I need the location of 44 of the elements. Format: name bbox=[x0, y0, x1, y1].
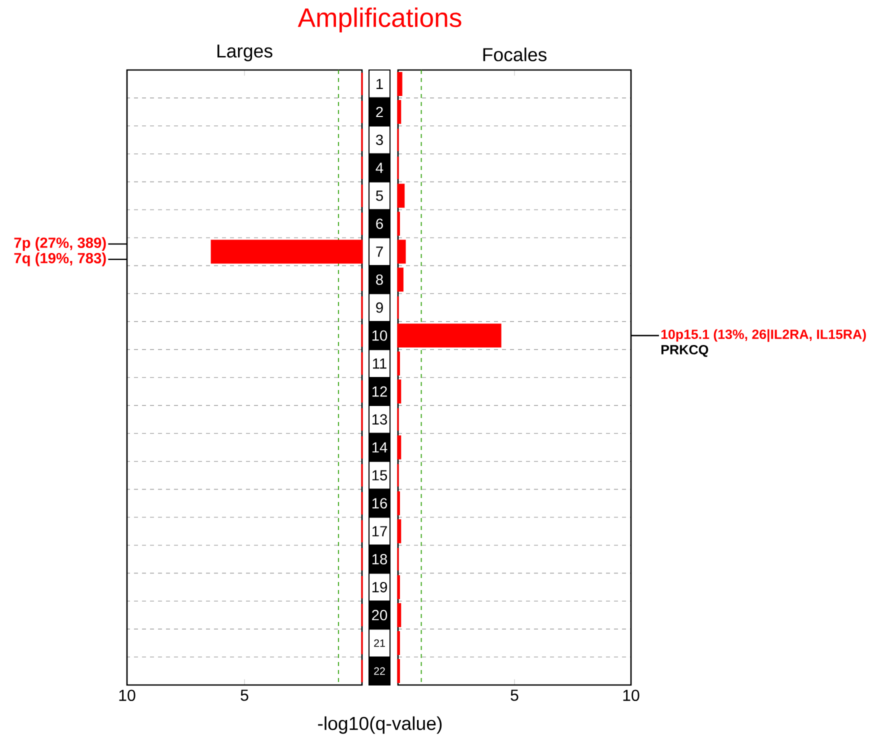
text: PRKCQ bbox=[661, 344, 708, 357]
text: 7p (27%, 389) bbox=[14, 237, 106, 251]
y-tick-label: 8 bbox=[376, 274, 383, 285]
y-tick-label: 14 bbox=[372, 442, 388, 452]
bar bbox=[397, 603, 402, 628]
y-tick-label: 6 bbox=[376, 218, 383, 229]
bar bbox=[397, 519, 402, 544]
bar bbox=[397, 324, 502, 348]
y-tick-label: 22 bbox=[374, 667, 385, 675]
y-tick-label: 4 bbox=[376, 162, 384, 173]
bar bbox=[397, 72, 402, 96]
y-tick-label: 16 bbox=[372, 498, 388, 508]
text: 10p15.1 (13%, 26|IL2RA, IL15RA) bbox=[661, 329, 866, 342]
y-tick-label: 21 bbox=[374, 639, 385, 647]
y-tick-label: 2 bbox=[376, 106, 383, 118]
x-tick-label: 5 bbox=[510, 690, 518, 701]
chart-title: Focales bbox=[483, 48, 546, 62]
chart-title: Amplifications bbox=[298, 8, 462, 32]
y-tick-label: 17 bbox=[372, 526, 387, 536]
x-tick-label: 5 bbox=[240, 690, 248, 701]
x-tick-label: 10 bbox=[119, 690, 136, 702]
bar bbox=[397, 268, 404, 292]
x-tick-label: 10 bbox=[623, 690, 640, 702]
bar bbox=[397, 240, 406, 264]
y-tick-label: 13 bbox=[372, 414, 388, 425]
y-tick-label: 15 bbox=[372, 470, 388, 480]
y-tick-label: 19 bbox=[372, 582, 387, 592]
y-tick-label: 20 bbox=[372, 610, 388, 620]
y-tick-label: 5 bbox=[376, 190, 383, 201]
text: 7q (19%, 783) bbox=[14, 252, 106, 266]
y-tick-label: 9 bbox=[376, 302, 383, 313]
y-tick-label: 7 bbox=[376, 246, 383, 257]
bar bbox=[397, 379, 402, 404]
y-tick-label: 1 bbox=[376, 78, 383, 90]
x-axis-title: -log10(q-value) bbox=[318, 716, 442, 734]
y-tick-label: 12 bbox=[372, 386, 387, 397]
bar bbox=[397, 184, 405, 208]
y-tick-label: 11 bbox=[373, 358, 386, 369]
bar bbox=[397, 435, 402, 460]
y-tick-label: 3 bbox=[376, 134, 383, 146]
y-tick-label: 18 bbox=[372, 554, 388, 564]
y-tick-label: 10 bbox=[372, 330, 388, 341]
bar bbox=[397, 100, 402, 124]
chart-subtitle: Larges bbox=[217, 44, 272, 62]
